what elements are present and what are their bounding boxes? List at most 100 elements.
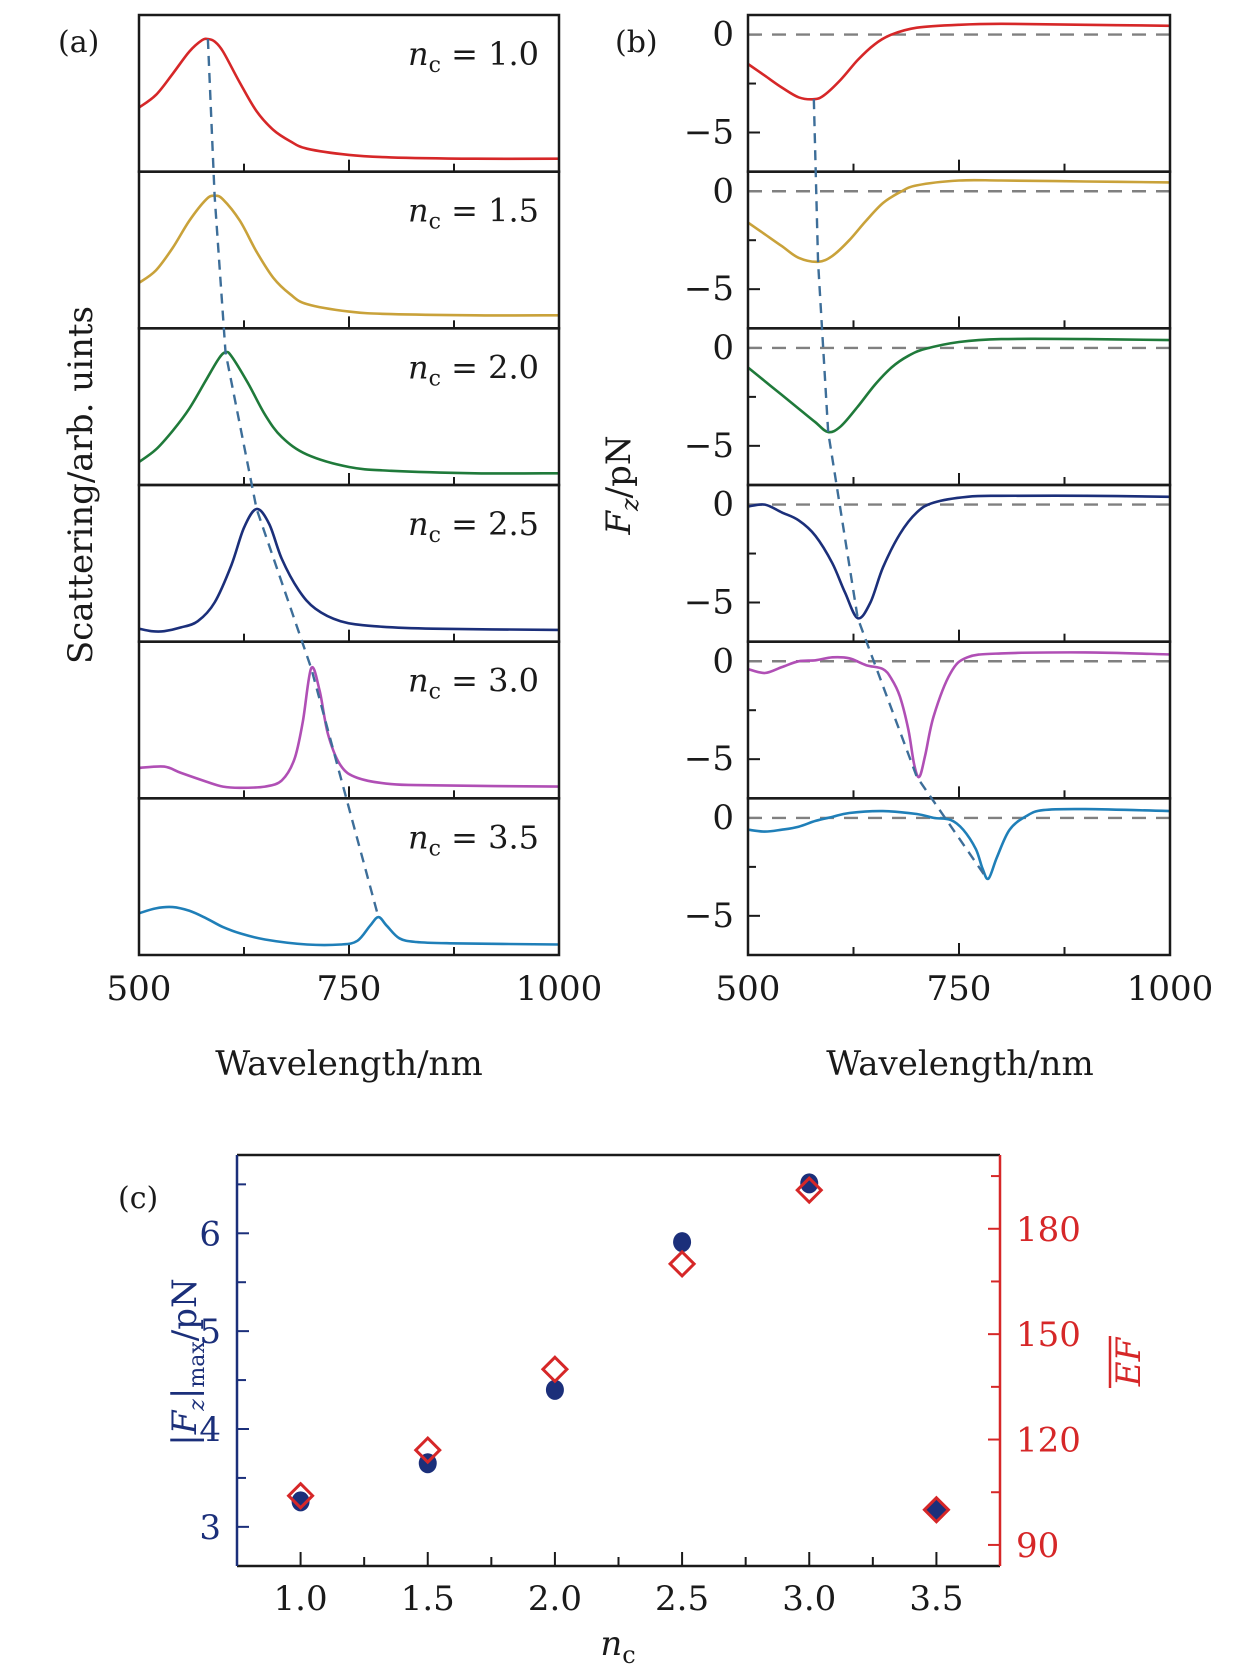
ef-point [667, 1249, 697, 1279]
fz-max-point [545, 1379, 564, 1400]
label-value: = 2.5 [441, 505, 539, 543]
series-label: nc = 2.5 [408, 505, 539, 548]
trend-line [206, 38, 380, 918]
y-tick-label: −5 [684, 269, 734, 309]
panel-c-ylabel-right: EF [1108, 1336, 1149, 1388]
y-tick-label: −5 [684, 583, 734, 623]
panel-c-ylabel-left: |Fz|max/pN [165, 1278, 210, 1446]
panel-c-tag: (c) [118, 1181, 158, 1216]
panel-a-xlabel: Wavelength/nm [215, 1044, 482, 1084]
y-tick-label: 0 [712, 15, 734, 55]
label-n: n [408, 662, 429, 700]
x-tick-label: 1.5 [401, 1579, 455, 1619]
label-sub: c [429, 366, 441, 391]
y-tick-label: −5 [684, 896, 734, 936]
x-tick-label: 1000 [1127, 969, 1214, 1009]
x-tick-label: 1000 [516, 969, 603, 1009]
x-tick-label: 500 [107, 969, 172, 1009]
panel-a-tag: (a) [58, 25, 99, 60]
series-line-3.5 [747, 807, 1171, 881]
y-tick-label: 0 [712, 171, 734, 211]
subplot-a-4: nc = 2.5 [137, 483, 561, 643]
panel-b-ylabel: Fz/pN [599, 435, 644, 535]
subplot-a-5: nc = 3.0 [137, 640, 561, 800]
panel-c-ylabel-right-text: EF [1109, 1336, 1149, 1387]
y-tick-label: −5 [684, 739, 734, 779]
y-tick-label: −5 [684, 113, 734, 153]
panel-a: (a) nc = 1.0nc = 1.5nc = 2.0nc = 2.5nc =… [58, 13, 603, 1084]
subplot-frame [746, 640, 1172, 800]
series-label: nc = 2.0 [408, 348, 539, 391]
subplot-b-4: 0 −5 [684, 483, 1172, 643]
series-line-2.0 [747, 337, 1171, 434]
series-line-3.0 [138, 665, 560, 790]
label-n: n [408, 818, 429, 856]
subplot-frame [746, 170, 1172, 330]
ef-point [922, 1495, 951, 1524]
label-value: = 3.5 [441, 818, 539, 856]
y-tick-label: 0 [712, 641, 734, 681]
y-tick-label: 0 [712, 485, 734, 525]
subplot-b-2: 0 −5 [684, 170, 1172, 330]
y-tick-label: −5 [684, 426, 734, 466]
x-tick-label: 750 [927, 969, 992, 1009]
ef-point [413, 1435, 442, 1465]
subplot-b-1: 0 −5 [684, 13, 1172, 173]
subplot-a-1: nc = 1.0 [137, 13, 561, 173]
ef-point [286, 1481, 315, 1510]
panel-b-ylabel-rest: /pN [599, 435, 639, 498]
subplot-a-6: nc = 3.5 [137, 797, 561, 957]
label-n: n [408, 348, 429, 386]
label-value: = 1.5 [441, 192, 539, 230]
series-label: nc = 3.0 [408, 662, 539, 705]
label-value: = 3.0 [441, 662, 539, 700]
series-line-2.0 [138, 350, 560, 475]
panel-b-ylabel-main: F [599, 510, 639, 536]
label-n: n [408, 35, 429, 73]
label-sub: c [429, 680, 441, 705]
y-tick-label-left: 5 [199, 1312, 221, 1352]
panel-a-plots: nc = 1.0nc = 1.5nc = 2.0nc = 2.5nc = 3.0… [107, 13, 603, 1009]
y-tick-label: 0 [712, 328, 734, 368]
x-tick-label: 500 [716, 969, 781, 1009]
panel-c-xlabel-sub: c [622, 1641, 635, 1669]
panel-b: (b) 0 −5 0 −5 0 −5 0 −5 0 −5 0 −5 500 750 1000 Fz/pN W… [599, 13, 1214, 1084]
subplot-a-3: nc = 2.0 [137, 327, 561, 487]
subplot-frame [746, 13, 1172, 173]
ef-point [795, 1176, 824, 1205]
fz-max-point [800, 1173, 819, 1194]
panel-b-plots: 0 −5 0 −5 0 −5 0 −5 0 −5 0 −5 500 750 1000 [684, 13, 1214, 1009]
y-tick-label-right: 90 [1016, 1526, 1059, 1566]
fz-max-point [673, 1232, 692, 1253]
series-line-1.0 [138, 37, 560, 161]
series-line-3.0 [747, 651, 1171, 779]
series-label: nc = 1.5 [408, 192, 539, 235]
x-tick-label: 3.5 [909, 1579, 963, 1619]
series-line-3.5 [138, 905, 560, 947]
subplot-frame [746, 327, 1172, 487]
y-tick-label-right: 180 [1016, 1210, 1081, 1250]
y-tick-label-right: 150 [1016, 1315, 1081, 1355]
y-tick-label-left: 3 [199, 1508, 221, 1548]
subplot-b-3: 0 −5 [684, 327, 1172, 487]
panel-b-tag: (b) [615, 25, 658, 60]
label-n: n [408, 192, 429, 230]
y-tick-label: 0 [712, 798, 734, 838]
series-line-2.5 [138, 507, 560, 633]
subplot-frame [746, 483, 1172, 643]
subplot-b-6: 0 −5 [684, 797, 1172, 957]
label-n: n [408, 505, 429, 543]
label-value: = 2.0 [441, 348, 539, 386]
y-tick-label-left: 4 [199, 1410, 221, 1450]
subplot-a-2: nc = 1.5 [137, 170, 561, 330]
label-sub: c [429, 836, 441, 861]
label-sub: c [429, 210, 441, 235]
y-tick-label-left: 6 [199, 1214, 221, 1254]
series-line-1.0 [747, 22, 1171, 101]
panel-c-xlabel: nc [600, 1624, 635, 1669]
panel-c-xlabel-main: n [600, 1624, 622, 1664]
series-line-1.5 [747, 178, 1171, 264]
series-line-2.5 [747, 494, 1171, 620]
series-label: nc = 1.0 [408, 35, 539, 78]
x-tick-label: 2.0 [528, 1579, 582, 1619]
